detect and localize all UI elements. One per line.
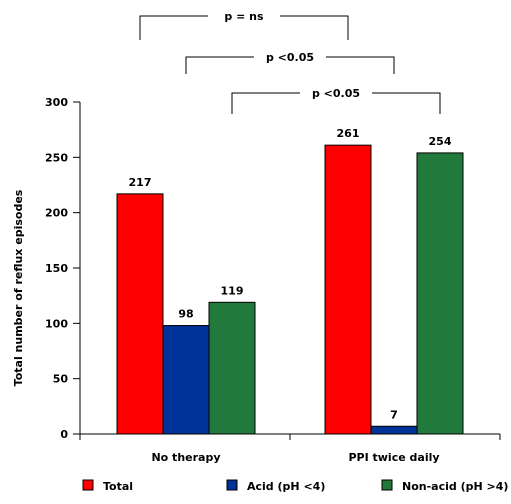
significance-bracket-right <box>326 56 395 74</box>
legend-label: Non-acid (pH >4) <box>402 480 508 493</box>
significance-bracket-right <box>372 92 441 114</box>
y-tick-label: 150 <box>45 262 68 275</box>
y-tick-label: 300 <box>45 96 68 109</box>
legend-swatch <box>82 479 94 491</box>
x-category-label: PPI twice daily <box>348 451 439 464</box>
significance-bracket-left <box>139 15 208 40</box>
x-axis: No therapy PPI twice daily <box>79 433 501 464</box>
significance-label: p <0.05 <box>266 51 314 64</box>
data-label: 254 <box>429 135 452 148</box>
bar-total-0 <box>116 193 164 435</box>
data-label: 261 <box>337 127 360 140</box>
legend-swatch <box>381 479 393 491</box>
y-axis-title: Total number of reflux episodes <box>12 189 25 386</box>
significance-label: p = ns <box>224 10 264 23</box>
legend-swatch <box>226 479 238 491</box>
significance-bracket-left <box>185 56 254 74</box>
y-axis: 0 50 100 150 200 250 300 Total number of reflux… <box>12 96 81 441</box>
y-tick-label: 100 <box>45 317 68 330</box>
significance-bracket-left <box>231 92 300 114</box>
y-tick-label: 50 <box>53 373 69 386</box>
y-tick-label: 250 <box>45 151 68 164</box>
data-label: 119 <box>221 284 244 297</box>
data-label: 98 <box>178 308 193 321</box>
bar-non-acid-ph-4-1 <box>416 152 464 435</box>
x-category-label: No therapy <box>151 451 220 464</box>
bars: 217 98 119 261 7 254 <box>116 127 464 435</box>
bar-non-acid-ph-4-0 <box>208 301 256 435</box>
legend-label: Acid (pH <4) <box>247 480 325 493</box>
significance-bracket-right <box>280 15 349 40</box>
y-tick-label: 200 <box>45 207 68 220</box>
y-tick-label: 0 <box>60 428 68 441</box>
bar-acid-ph-4-1 <box>370 425 418 435</box>
legend: Total Acid (pH <4) Non-acid (pH >4) <box>82 479 508 493</box>
significance-label: p <0.05 <box>312 87 360 100</box>
bar-total-1 <box>324 144 372 435</box>
significance-brackets: p = ns p <0.05 p <0.05 <box>139 10 441 114</box>
data-label: 7 <box>390 408 398 421</box>
legend-label: Total <box>103 480 133 493</box>
bar-acid-ph-4-0 <box>162 325 210 435</box>
data-label: 217 <box>129 176 152 189</box>
